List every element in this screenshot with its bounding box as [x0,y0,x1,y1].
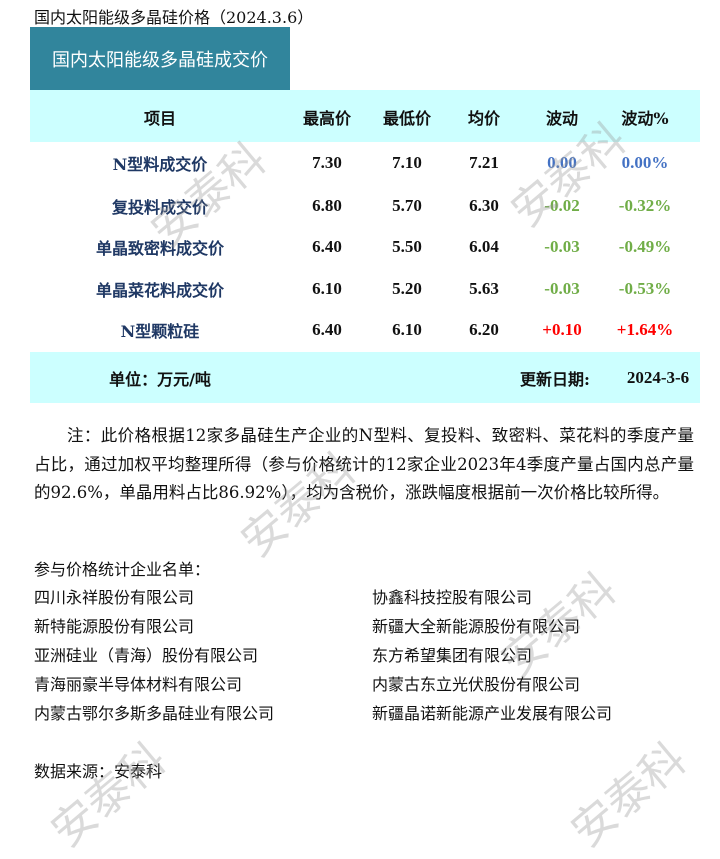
data-source: 数据来源：安泰科 [34,762,163,781]
table-cell-change-pct: -0.32% [618,196,672,215]
table-footer [30,352,700,403]
company-item: 东方希望集团有限公司 [372,646,533,665]
table-cell-change-pct: -0.49% [618,237,672,256]
company-item: 协鑫科技控股有限公司 [372,588,533,607]
row-item-name: N型颗粒硅 [120,322,200,341]
table-cell-low: 5.20 [392,279,422,298]
section-title-text: 国内太阳能级多晶硅成交价 [52,49,268,71]
company-item: 新疆晶诺新能源产业发展有限公司 [372,704,613,723]
table-cell-change: -0.03 [544,237,580,256]
column-header: 波动 [545,109,579,128]
table-cell-change-pct: +1.64% [616,320,674,339]
table-cell-avg: 6.20 [469,320,499,339]
company-item: 内蒙古鄂尔多斯多晶硅业有限公司 [34,704,275,723]
table-cell-high: 6.80 [312,196,342,215]
row-item-name: N型料成交价 [112,155,208,174]
table-cell-change: 0.00 [547,153,577,172]
table-cell-low: 7.10 [392,153,422,172]
company-item: 青海丽豪半导体材料有限公司 [34,675,243,694]
watermark: 安泰科 [561,733,696,858]
table-cell-low: 5.50 [392,237,422,256]
update-date-label: 更新日期: [520,370,590,389]
page-title: 国内太阳能级多晶硅价格（2024.3.6） [34,8,314,27]
companies-title: 参与价格统计企业名单： [34,560,211,579]
table-cell-high: 6.10 [312,279,342,298]
company-item: 亚洲硅业（青海）股份有限公司 [34,646,259,665]
table-cell-change-pct: 0.00% [621,153,669,172]
company-item: 新特能源股份有限公司 [34,617,195,636]
table-cell-avg: 6.30 [469,196,499,215]
table-header [30,90,700,142]
column-header: 波动% [621,109,669,128]
company-item: 新疆大全新能源股份有限公司 [372,617,581,636]
row-item-name: 单晶菜花料成交价 [95,281,225,300]
table-cell-change-pct: -0.53% [618,279,672,298]
table-cell-high: 7.30 [312,153,342,172]
section-title: 国内太阳能级多晶硅成交价 [30,27,290,90]
column-header: 最低价 [382,109,432,128]
watermark: 安泰科 [41,733,176,858]
column-header: 最高价 [302,109,352,128]
update-date-value: 2024-3-6 [626,368,690,387]
company-item: 四川永祥股份有限公司 [34,588,195,607]
table-cell-low: 6.10 [392,320,422,339]
table-cell-change: +0.10 [542,320,582,339]
row-item-name: 单晶致密料成交价 [95,239,225,258]
table-cell-avg: 7.21 [469,153,499,172]
unit-label: 单位：万元/吨 [109,370,211,389]
table-cell-change: -0.02 [544,196,580,215]
company-item: 内蒙古东立光伏股份有限公司 [372,675,581,694]
table-cell-change: -0.03 [544,279,580,298]
note-text: 注：此价格根据12家多晶硅生产企业的N型料、复投料、致密料、菜花料的季度产量占比… [34,426,694,502]
column-header: 均价 [467,109,501,128]
table-cell-high: 6.40 [312,237,342,256]
column-header: 项目 [143,109,177,128]
row-item-name: 复投料成交价 [111,198,209,217]
table-cell-high: 6.40 [312,320,342,339]
table-cell-low: 5.70 [392,196,422,215]
table-cell-avg: 6.04 [469,237,499,256]
table-cell-avg: 5.63 [469,279,499,298]
